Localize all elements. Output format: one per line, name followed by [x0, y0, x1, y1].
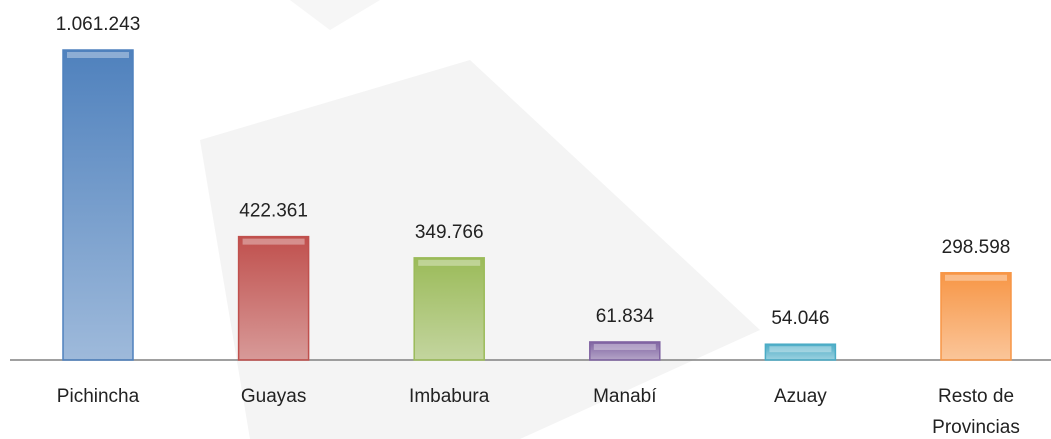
bar-highlight [593, 343, 656, 350]
bar [764, 343, 837, 361]
x-tick-label: Resto de Provincias [932, 386, 1020, 438]
data-label: 349.766 [415, 222, 484, 243]
x-tick-label: Azuay [773, 386, 827, 407]
bar [413, 257, 485, 361]
bar [940, 272, 1012, 361]
bar [62, 49, 134, 361]
x-tick-label: Manabí [593, 386, 657, 407]
bar-highlight [242, 238, 305, 245]
bar-highlight [67, 52, 129, 58]
bar [589, 341, 661, 361]
x-tick-label: Pichincha [56, 386, 140, 407]
x-tick-label: Guayas [240, 386, 307, 407]
data-label: 422.361 [239, 201, 308, 222]
bar-highlight [945, 274, 1007, 281]
data-label: 298.598 [942, 237, 1011, 258]
bar-highlight [769, 346, 832, 353]
data-label: 61.834 [596, 306, 655, 327]
watermark [290, 0, 380, 30]
data-label: 54.046 [771, 308, 829, 329]
x-tick-label: Imbabura [409, 386, 490, 407]
data-label: 1.061.243 [56, 14, 141, 35]
bar [237, 235, 310, 361]
bar-highlight [418, 259, 481, 266]
